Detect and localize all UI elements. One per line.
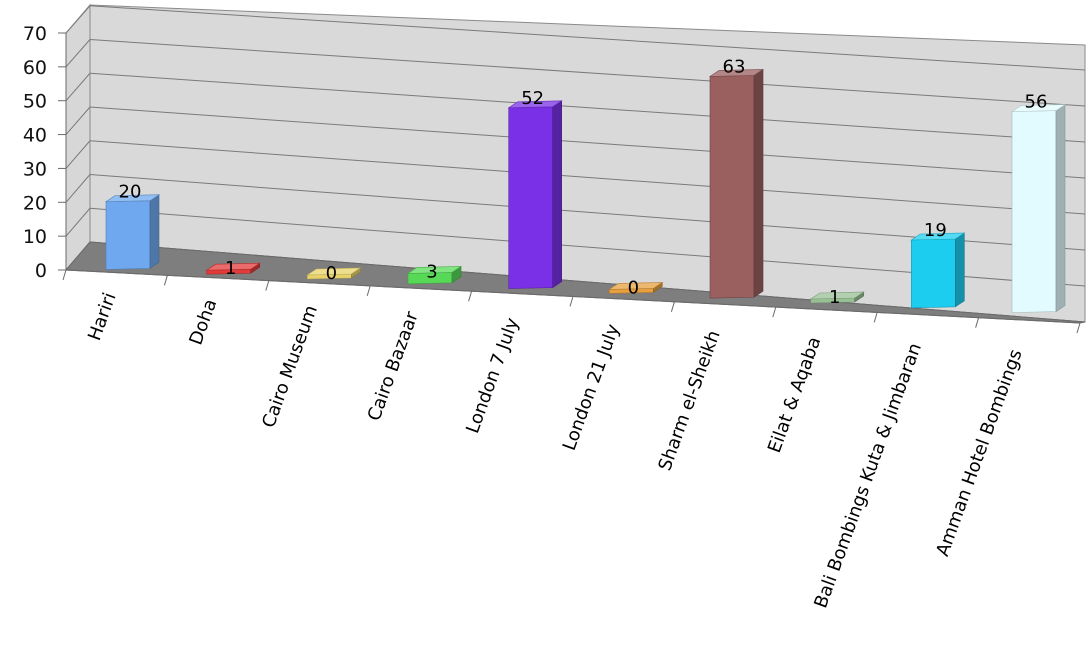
- category-label: Cairo Bazaar: [364, 308, 423, 423]
- data-label: 20: [119, 182, 142, 203]
- x-tick: [772, 306, 777, 318]
- data-label: 56: [1025, 92, 1048, 113]
- x-tick: [265, 280, 270, 291]
- y-tick-label: 0: [35, 260, 47, 282]
- x-tick: [1076, 322, 1081, 334]
- bar: [1011, 110, 1057, 313]
- gridline: [89, 106, 1086, 179]
- data-label: 1: [225, 258, 236, 279]
- data-label: 63: [723, 56, 746, 77]
- data-label: 52: [521, 88, 544, 109]
- x-tick: [670, 301, 675, 312]
- x-tick: [366, 285, 371, 297]
- bar-side: [552, 100, 563, 289]
- gridline: [89, 140, 1086, 215]
- category-label: London 21 July: [559, 321, 624, 453]
- bar-top: [608, 282, 664, 290]
- bar-top: [104, 194, 161, 203]
- bar-side: [1055, 104, 1066, 313]
- y-tick-label: 20: [23, 192, 47, 214]
- bar-top: [406, 266, 463, 274]
- x-tick: [163, 275, 168, 286]
- bar-side: [954, 232, 965, 308]
- bar-top: [809, 291, 865, 300]
- category-labels: Hariri Doha Cairo Museum Cairo Bazaar London…: [84, 290, 1027, 611]
- y-tick-label: 50: [23, 91, 47, 113]
- gridline: [65, 140, 91, 169]
- data-label: 0: [628, 277, 639, 298]
- bar: [508, 106, 554, 289]
- gridline: [65, 5, 91, 34]
- bar-side: [149, 194, 160, 269]
- data-labels: 20 1 0 3 52 0 63 1 19 56: [119, 56, 1048, 308]
- bar-top: [205, 262, 261, 271]
- data-label: 3: [426, 261, 437, 282]
- gridline: [65, 72, 91, 102]
- data-label: 0: [326, 263, 337, 284]
- bar-top: [507, 100, 563, 109]
- bar: [910, 238, 956, 309]
- x-tick: [62, 269, 67, 281]
- x-axis: [62, 269, 1081, 334]
- x-tick: [873, 312, 878, 323]
- category-label: London 7 July: [462, 315, 523, 436]
- data-label: 1: [829, 287, 840, 308]
- data-label: 19: [924, 220, 947, 241]
- bar: [709, 75, 755, 299]
- gridline: [89, 72, 1086, 143]
- gridline: [65, 39, 91, 68]
- gridline: [89, 39, 1086, 107]
- bar: [105, 200, 151, 270]
- y-tick-label: 40: [23, 125, 47, 147]
- y-tick-label: 10: [23, 226, 47, 248]
- gridline: [65, 207, 91, 237]
- category-label: Sharm el-Sheikh: [655, 328, 725, 474]
- bar-side: [753, 68, 764, 298]
- side-wall: [65, 3, 91, 272]
- gridline: [65, 106, 91, 135]
- category-label: Bali Bombings Kuta & Jimbaran: [810, 340, 926, 611]
- bar-top: [1010, 104, 1067, 112]
- y-axis: 0 10 20 30 40 50 60 70: [23, 23, 67, 282]
- x-tick: [975, 317, 980, 328]
- category-label: Eilat & Aqaba: [764, 334, 825, 456]
- y-tick-label: 70: [23, 23, 47, 45]
- category-label: Hariri: [84, 290, 121, 344]
- category-label: Doha: [185, 296, 221, 348]
- y-tick-label: 60: [23, 57, 47, 79]
- x-tick: [468, 291, 473, 302]
- y-tick-label: 30: [23, 158, 47, 180]
- bar-top: [708, 69, 765, 77]
- category-label: Cairo Museum: [258, 303, 322, 431]
- bar-top: [910, 232, 966, 241]
- x-tick: [569, 296, 574, 307]
- gridline: [65, 174, 91, 203]
- bar-top: [306, 267, 362, 276]
- bar-series: [104, 68, 1067, 313]
- category-label: Amman Hotel Bombings: [932, 347, 1026, 559]
- gridline: [89, 5, 1086, 71]
